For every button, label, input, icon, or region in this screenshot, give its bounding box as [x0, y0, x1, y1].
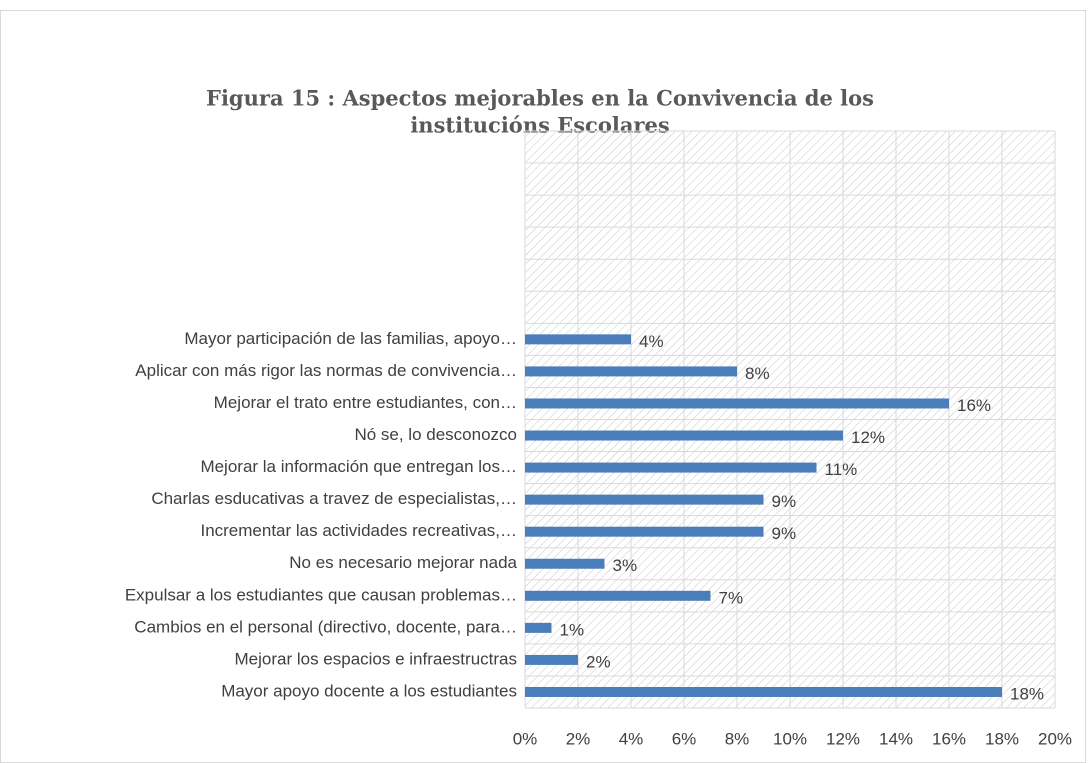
- bar: [525, 686, 1002, 697]
- y-tick-label: Cambios en el personal (directivo, docen…: [134, 617, 517, 636]
- x-tick-label: 6%: [672, 729, 697, 748]
- y-tick-label: Mejorar el trato entre estudiantes, con…: [214, 393, 517, 412]
- x-tick-label: 4%: [619, 729, 644, 748]
- x-tick-label: 0%: [513, 729, 538, 748]
- data-label: 4%: [639, 332, 664, 351]
- data-label: 9%: [772, 492, 797, 511]
- data-label: 18%: [1010, 684, 1044, 703]
- data-label: 3%: [613, 556, 638, 575]
- bar: [525, 398, 949, 409]
- x-tick-label: 20%: [1038, 729, 1072, 748]
- bar: [525, 622, 552, 633]
- bar: [525, 334, 631, 345]
- x-tick-label: 8%: [725, 729, 750, 748]
- y-tick-label: No es necesario mejorar nada: [289, 553, 517, 572]
- chart-title: Figura 15 : Aspectos mejorables en la Co…: [206, 86, 874, 111]
- y-tick-label: Charlas esducativas a travez de especial…: [151, 489, 517, 508]
- data-label: 9%: [772, 524, 797, 543]
- x-tick-label: 10%: [773, 729, 807, 748]
- y-tick-label: Nó se, lo desconozco: [354, 425, 517, 444]
- bar: [525, 494, 764, 505]
- data-label: 2%: [586, 652, 611, 671]
- x-tick-label: 12%: [826, 729, 860, 748]
- y-tick-label: Mejorar la información que entregan los…: [200, 457, 517, 476]
- y-tick-label: Expulsar a los estudiantes que causan pr…: [125, 585, 517, 604]
- bar: [525, 462, 817, 473]
- y-tick-label: Mejorar los espacios e infraestructras: [234, 649, 517, 668]
- data-label: 16%: [957, 396, 991, 415]
- data-label: 12%: [851, 428, 885, 447]
- y-tick-label: Mayor apoyo docente a los estudiantes: [221, 681, 517, 700]
- data-label: 7%: [719, 588, 744, 607]
- data-label: 11%: [825, 460, 858, 479]
- x-tick-label: 14%: [879, 729, 913, 748]
- y-tick-label: Aplicar con más rigor las normas de conv…: [135, 361, 517, 380]
- bar: [525, 558, 605, 569]
- x-tick-label: 18%: [985, 729, 1019, 748]
- x-tick-label: 2%: [566, 729, 591, 748]
- bar: [525, 430, 843, 441]
- bar: [525, 590, 711, 601]
- bar: [525, 654, 578, 665]
- x-tick-label: 16%: [932, 729, 966, 748]
- data-label: 1%: [560, 620, 585, 639]
- bar: [525, 526, 764, 537]
- bar: [525, 366, 737, 377]
- data-label: 8%: [745, 364, 770, 383]
- y-tick-label: Mayor participación de las familias, apo…: [184, 329, 517, 348]
- y-tick-label: Incrementar las actividades recreativas,…: [200, 521, 517, 540]
